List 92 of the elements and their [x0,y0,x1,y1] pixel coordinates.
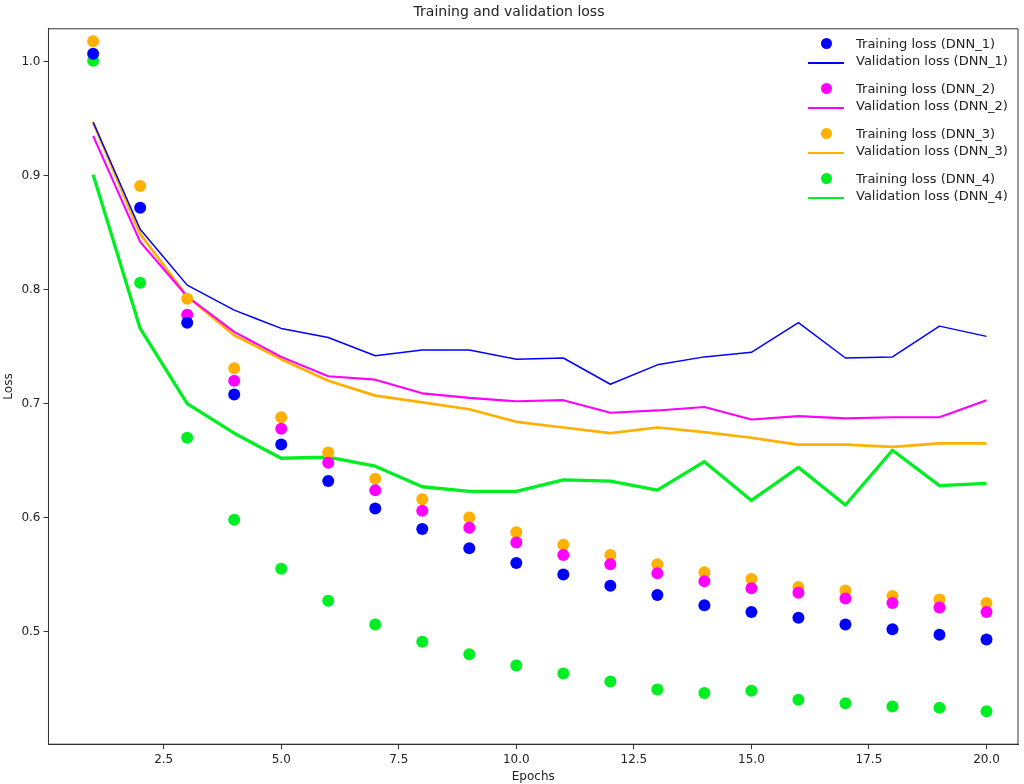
point [745,582,758,595]
point [369,484,382,497]
legend-label: Validation loss (DNN_1) [856,52,1008,68]
y-axis-title: Loss [1,373,16,400]
point [510,526,523,539]
point [181,292,194,305]
x-tick-label: 12.5 [620,751,648,766]
chart-title: Training and validation loss [412,3,605,20]
point [228,388,241,401]
point [416,635,429,648]
point [839,697,852,710]
y-tick-label: 0.6 [21,509,41,524]
point [604,558,617,571]
point [181,316,194,329]
legend-label: Training loss (DNN_1) [856,35,996,51]
point [557,549,570,562]
point [557,568,570,581]
point [463,542,476,555]
point [933,601,946,614]
point [792,611,805,624]
point [228,374,241,387]
point [792,693,805,706]
point [886,700,899,713]
point [839,618,852,631]
point [369,502,382,515]
point [698,686,711,699]
point [87,47,100,60]
point [134,201,147,214]
x-tick-label: 15.0 [738,751,765,766]
point [698,575,711,588]
point [275,422,288,435]
y-tick-label: 0.8 [21,281,41,296]
legend-label: Validation loss (DNN_3) [856,142,1008,158]
point [792,586,805,599]
legend-label: Training loss (DNN_2) [856,80,996,96]
point [980,633,993,646]
point [745,684,758,697]
x-tick-label: 5.0 [271,751,291,766]
point [369,618,382,631]
point [416,504,429,517]
point [322,446,335,459]
point [933,701,946,714]
point [275,411,288,424]
point [228,362,241,375]
point [463,521,476,534]
point [651,567,664,580]
point [322,594,335,607]
point [933,628,946,641]
x-tick-label: 7.5 [389,751,409,766]
point [886,596,899,609]
point [886,623,899,636]
x-tick-label: 2.5 [154,751,174,766]
point [463,648,476,661]
point [322,475,335,488]
y-tick-label: 1.0 [21,53,41,68]
point [839,592,852,605]
point [698,599,711,612]
point [416,493,429,506]
point [557,667,570,680]
legend-label: Training loss (DNN_4) [856,170,996,186]
y-tick-label: 0.5 [21,623,41,638]
point [87,35,100,48]
x-axis-title: Epochs [511,768,555,783]
point [510,659,523,672]
point [275,562,288,575]
point [510,536,523,549]
point [980,705,993,718]
point [510,557,523,570]
point [322,456,335,469]
legend-label: Validation loss (DNN_2) [856,97,1008,113]
y-tick-label: 0.7 [21,395,41,410]
point [181,431,194,444]
point [980,606,993,619]
point [604,675,617,688]
point [275,438,288,451]
point [745,606,758,619]
x-tick-label: 17.5 [855,751,883,766]
point [463,511,476,524]
legend-label: Validation loss (DNN_4) [856,187,1008,203]
point [651,588,664,601]
point [416,522,429,535]
point [134,276,147,289]
point [557,538,570,551]
legend-label: Training loss (DNN_3) [856,125,996,141]
point [604,579,617,592]
x-tick-label: 20.0 [973,751,1000,766]
point [134,180,147,193]
point [651,683,664,696]
x-tick-label: 10.0 [502,751,530,766]
y-tick-label: 0.9 [21,167,41,182]
point [228,513,241,526]
point [369,472,382,485]
